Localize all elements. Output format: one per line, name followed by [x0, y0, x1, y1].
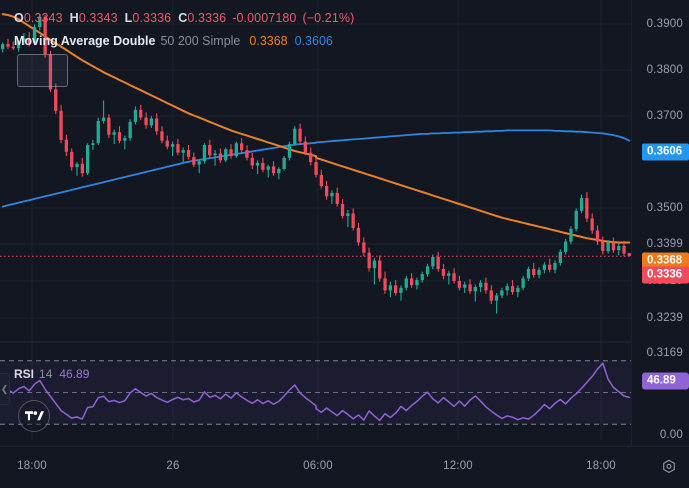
ohlc-low-label: L — [124, 11, 133, 25]
ma50-value: 0.3368 — [249, 34, 288, 48]
price-badge-ma200[interactable]: 0.3606 — [642, 143, 689, 161]
rsi-legend[interactable]: RSI 14 46.89 — [14, 367, 89, 381]
time-tick-label: 26 — [166, 460, 180, 472]
panel-collapse-tab[interactable]: ❮ — [0, 373, 10, 405]
rsi-length: 14 — [39, 367, 53, 381]
ma200-value: 0.3606 — [294, 34, 333, 48]
ohlc-open-value: 0.3343 — [23, 11, 63, 25]
time-tick-label: 06:00 — [303, 460, 333, 472]
gear-icon — [663, 459, 675, 474]
ohlc-open-label: O — [14, 11, 24, 25]
price-tick-label: 0.3399 — [646, 238, 683, 250]
moving-average-legend[interactable]: Moving Average Double 50 200 Simple 0.3368… — [14, 34, 333, 48]
ohlc-low-value: 0.3336 — [132, 11, 172, 25]
price-tick-label: 0.3500 — [646, 202, 683, 214]
price-tick-label: 0.3800 — [646, 64, 683, 76]
price-tick-label: 0.3700 — [646, 110, 683, 122]
chart-settings-button[interactable] — [659, 457, 679, 477]
ohlc-high-label: H — [69, 11, 79, 25]
ohlc-close-value: 0.3336 — [187, 11, 227, 25]
ohlc-legend[interactable]: O0.3343 H0.3343 L0.3336 C0.3336 -0.0007180 (−… — [14, 11, 354, 25]
price-tick-label: 0.3169 — [646, 347, 683, 359]
price-badge-rsi[interactable]: 46.89 — [642, 372, 689, 390]
time-tick-label: 12:00 — [443, 460, 473, 472]
time-tick-label: 18:00 — [586, 460, 616, 472]
ohlc-change-absolute: -0.0007180 — [232, 11, 297, 25]
price-tick-label: 0.3239 — [646, 312, 683, 324]
time-tick-label: 18:00 — [17, 460, 47, 472]
ohlc-high-value: 0.3343 — [78, 11, 118, 25]
tradingview-logo[interactable] — [18, 400, 50, 432]
rsi-value: 46.89 — [59, 367, 90, 381]
rsi-indicator-title: RSI — [14, 367, 35, 381]
ohlc-change-percent: (−0.21%) — [302, 11, 355, 25]
price-badge-ma50[interactable]: 0.3368 — [642, 252, 689, 270]
time-axis[interactable]: 18:00 26 06:00 12:00 18:00 — [0, 446, 689, 488]
ma-indicator-params: 50 200 Simple — [160, 34, 241, 48]
tradingview-logo-icon — [24, 410, 44, 420]
chevron-left-icon: ❮ — [0, 383, 9, 394]
price-tick-label: 0.3900 — [646, 18, 683, 30]
price-badge-price[interactable]: 0.3336 — [642, 266, 689, 284]
ma-indicator-title: Moving Average Double — [14, 34, 156, 48]
ohlc-close-label: C — [178, 11, 188, 25]
price-axis[interactable]: 0.39000.38000.37000.35000.33990.33190.32… — [631, 0, 689, 447]
price-tick-label: 0.00 — [659, 429, 683, 441]
candle-hover-highlight — [17, 54, 68, 87]
